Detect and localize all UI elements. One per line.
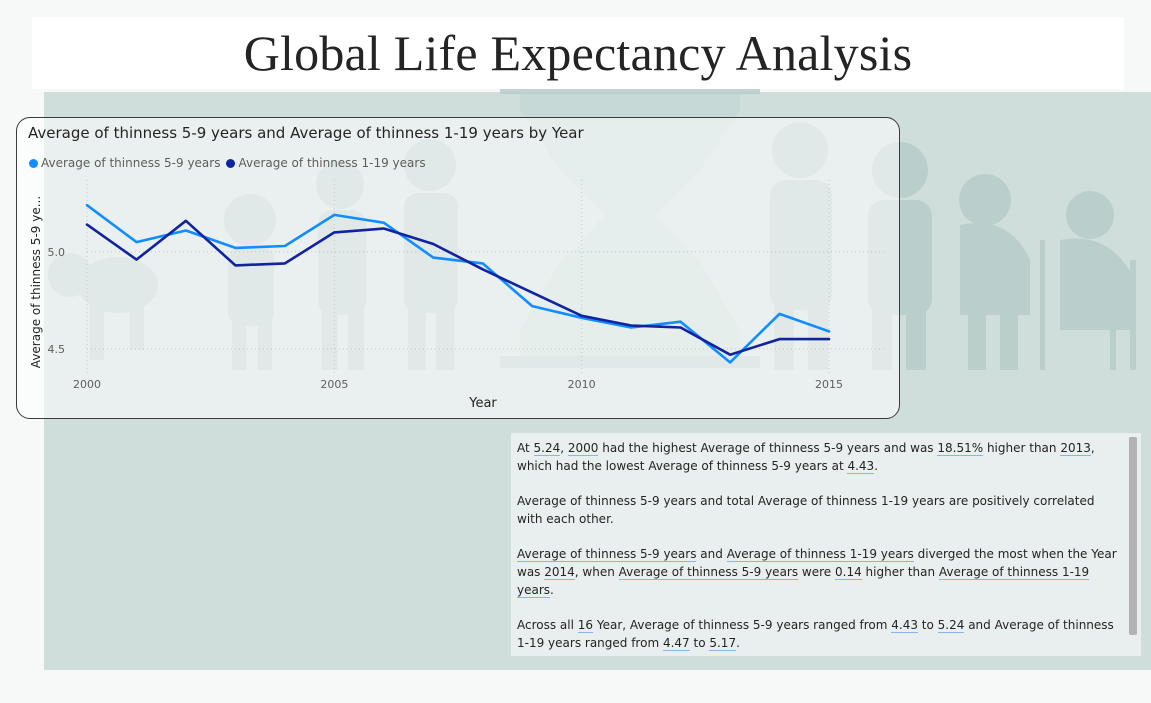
chart-title: Average of thinness 5-9 years and Averag… (28, 124, 584, 142)
narrative-value[interactable]: 5.17 (709, 636, 737, 651)
y-tick-label: 5.0 (48, 246, 66, 259)
narrative-value[interactable]: Average of thinness 1-19 years (726, 547, 914, 562)
narrative-value[interactable]: Average of thinness 5-9 years (618, 565, 799, 580)
narrative-paragraph-4: Across all 16 Year, Average of thinness … (517, 618, 1114, 651)
legend-dot-thinness-5-9-icon (29, 158, 38, 168)
page-title: Global Life Expectancy Analysis (243, 25, 913, 81)
legend-item-thinness-5-9[interactable]: Average of thinness 5-9 years (29, 156, 220, 170)
narrative-paragraph-2: Average of thinness 5-9 years and total … (517, 494, 1095, 526)
x-axis-title: Year (468, 396, 497, 411)
y-tick-label: 4.5 (48, 343, 66, 356)
narrative-value[interactable]: Average of thinness 5-9 years (517, 547, 697, 562)
x-tick-label: 2005 (320, 378, 348, 391)
narrative-value[interactable]: 5.24 (937, 618, 965, 633)
narrative-scrollbar[interactable] (1129, 437, 1137, 635)
title-banner: Global Life Expectancy Analysis (32, 17, 1124, 89)
narrative-value[interactable]: 0.14 (835, 565, 862, 580)
legend-item-thinness-1-19[interactable]: Average of thinness 1-19 years (226, 156, 426, 170)
line-chart-card[interactable]: Average of thinness 5-9 years and Averag… (16, 117, 900, 419)
series-line-thinness-5-9[interactable] (85, 203, 831, 364)
series-line-thinness-1-19[interactable] (85, 219, 831, 356)
narrative-value[interactable]: Average of thinness 1-19 years (517, 565, 1090, 598)
narrative-paragraph-1: At 5.24, 2000 had the highest Average of… (517, 441, 1095, 474)
narrative-paragraph-3: Average of thinness 5-9 years and Averag… (517, 547, 1117, 598)
x-tick-label: 2015 (815, 378, 843, 391)
narrative-value[interactable]: 2013 (1060, 441, 1091, 456)
smart-narrative-text: At 5.24, 2000 had the highest Average of… (517, 439, 1123, 669)
narrative-value[interactable]: 2000 (567, 441, 599, 456)
y-axis-title: Average of thinness 5-9 ye... (29, 196, 43, 368)
narrative-value[interactable]: 16 (577, 618, 594, 633)
legend-label-thinness-5-9: Average of thinness 5-9 years (41, 156, 221, 170)
narrative-value[interactable]: 4.43 (891, 618, 918, 633)
chart-legend: Average of thinness 5-9 years Average of… (29, 156, 426, 170)
narrative-value[interactable]: 2014 (544, 565, 575, 580)
narrative-value[interactable]: 5.24 (533, 441, 561, 456)
x-tick-label: 2010 (568, 378, 596, 391)
legend-label-thinness-1-19: Average of thinness 1-19 years (238, 156, 426, 170)
narrative-value[interactable]: 4.43 (847, 459, 875, 474)
narrative-value[interactable]: 4.47 (662, 636, 690, 651)
line-chart-plot[interactable]: 5.0 4.5 2000 2005 2010 2015 Year Average of thi… (17, 118, 899, 418)
narrative-value[interactable]: 18.51% (937, 441, 984, 456)
smart-narrative-panel[interactable]: At 5.24, 2000 had the highest Average of… (511, 433, 1141, 656)
x-tick-label: 2000 (73, 378, 101, 391)
legend-dot-thinness-1-19-icon (226, 158, 236, 168)
